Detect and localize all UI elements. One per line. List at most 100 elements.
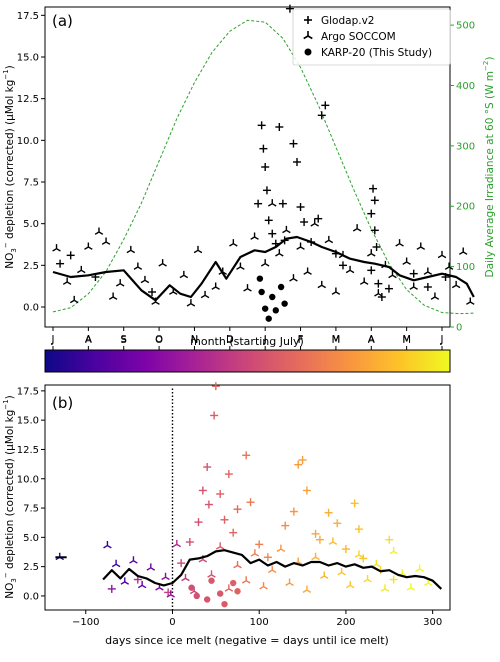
a-ytick-label-0: 0.0 (23, 303, 39, 314)
a-tri-point-29 (289, 274, 298, 282)
legend: Glodap.v2 Argo SOCCOM KARP-20 (This Stud… (292, 8, 451, 66)
panel-a: (a) 0.0 2.5 5.0 7.5 10.0 12.5 15.0 17.5 0 100 200… (2, 4, 496, 348)
b-tri-point-1 (103, 541, 112, 549)
a-xtick-label-9: A (368, 334, 375, 345)
a-dot-point-0 (256, 275, 264, 282)
cb-tick-label-0: J (51, 335, 55, 346)
a-tri-point-53 (458, 247, 468, 255)
b-tri-point-11 (181, 573, 190, 582)
panel-a-y2-ticks: 0 100 200 300 400 500 (450, 21, 475, 334)
a-tri-point-16 (186, 299, 196, 307)
a-dot-point-6 (277, 283, 285, 291)
b-tri-point-10 (172, 539, 182, 548)
b-tri-point-25 (302, 585, 312, 593)
a-xtick-label-2: S (121, 334, 127, 345)
a-dot-point-2 (261, 305, 269, 312)
cb-tick-label-1: A (85, 335, 92, 346)
a-tri-point-52 (451, 280, 461, 289)
a-ytick-label-1: 2.5 (23, 261, 39, 272)
b-tri-point-22 (276, 544, 286, 552)
panel-a-label: (a) (52, 12, 73, 30)
a-ytick-label-4: 10.0 (17, 136, 39, 147)
a-tri-point-25 (260, 259, 270, 267)
a-tri-point-9 (126, 245, 136, 254)
a-tri-point-1 (62, 277, 72, 285)
a-tri-point-7 (108, 292, 118, 300)
b-ytick-label-7: 17.5 (17, 386, 39, 397)
cb-tick-label-5: D (226, 335, 234, 346)
a-tri-point-51 (444, 262, 454, 270)
a-tri-point-2 (69, 295, 79, 304)
a-xtick-label-8: M (332, 334, 341, 345)
a-xtick-label-3: O (155, 334, 163, 345)
panel-b-points (55, 382, 433, 608)
a-tri-point-54 (466, 297, 475, 305)
a-tri-point-21 (229, 239, 238, 247)
a-tri-point-18 (200, 290, 210, 299)
b-tri-point-26 (311, 552, 320, 561)
b-tri-point-31 (354, 550, 364, 558)
b-tri-point-37 (406, 583, 416, 591)
panel-b-x-axis-label: days since ice melt (negative = days unt… (105, 634, 389, 647)
b-tri-point-3 (120, 577, 130, 585)
b-tri-point-14 (207, 570, 216, 578)
a-tri-point-19 (211, 282, 220, 290)
a-tri-point-27 (275, 249, 284, 257)
a-ytick-label-7: 17.5 (17, 11, 39, 22)
b-xtick-label-4: 300 (423, 617, 442, 628)
a-dot-point-7 (281, 300, 288, 307)
b-tri-point-23 (285, 578, 294, 586)
b-tri-point-5 (137, 580, 147, 589)
a-tri-point-6 (101, 237, 111, 245)
a-tri-point-39 (359, 277, 369, 285)
a-tri-point-49 (430, 292, 440, 300)
b-ytick-label-1: 2.5 (23, 562, 39, 573)
b-tri-point-38 (415, 564, 424, 572)
b-tri-point-20 (259, 582, 268, 590)
a-tri-point-40 (367, 249, 376, 257)
a-tri-point-38 (352, 224, 362, 232)
cb-tick-label-2: S (121, 335, 127, 346)
a-tri-point-31 (303, 267, 312, 275)
a-tri-point-17 (193, 245, 203, 254)
b-tri-point-27 (319, 571, 329, 579)
b-tri-point-21 (267, 565, 277, 574)
b-ytick-label-6: 15.0 (17, 416, 39, 427)
a-tri-point-41 (374, 289, 383, 297)
a-tri-point-30 (296, 242, 305, 250)
legend-argo-marker (303, 31, 313, 40)
a-xtick-label-11: J (440, 334, 444, 345)
b-dot-point-1 (193, 592, 200, 600)
a-tri-point-47 (416, 242, 426, 250)
b-tri-point-28 (328, 537, 338, 545)
legend-glodap-marker (304, 16, 312, 24)
panel-b-y-ticks: 0.0 2.5 5.0 7.5 10.0 12.5 15.0 17.5 (17, 386, 45, 602)
a-tri-point-32 (310, 219, 319, 227)
a-tri-point-0 (52, 244, 61, 252)
cb-tick-label-3: O (155, 335, 163, 346)
b-tri-point-32 (363, 575, 372, 583)
b-tri-point-34 (380, 584, 390, 592)
a-tri-point-26 (267, 199, 277, 207)
b-dot-point-2 (203, 596, 211, 603)
a-tri-point-13 (158, 259, 167, 267)
b-xtick-label-3: 200 (336, 617, 355, 628)
a-ytick-label-2: 5.0 (23, 219, 39, 230)
b-ytick-label-2: 5.0 (23, 533, 39, 544)
a-tri-point-48 (423, 267, 433, 275)
b-tri-point-30 (346, 580, 355, 589)
a-dot-point-5 (272, 307, 279, 314)
b-tri-point-17 (233, 560, 242, 569)
cb-tick-label-4: N (191, 335, 198, 346)
panel-a-x-axis-label: month (starting July) (190, 335, 304, 348)
b-ytick-label-4: 10.0 (17, 474, 39, 485)
panel-a-frame (44, 6, 451, 328)
a-tri-point-10 (133, 262, 143, 270)
legend-argo-label: Argo SOCCOM (321, 31, 396, 43)
b-tri-point-33 (372, 559, 381, 568)
cb-tick-label-11: J (440, 335, 444, 346)
b-dot-point-3 (208, 577, 215, 584)
